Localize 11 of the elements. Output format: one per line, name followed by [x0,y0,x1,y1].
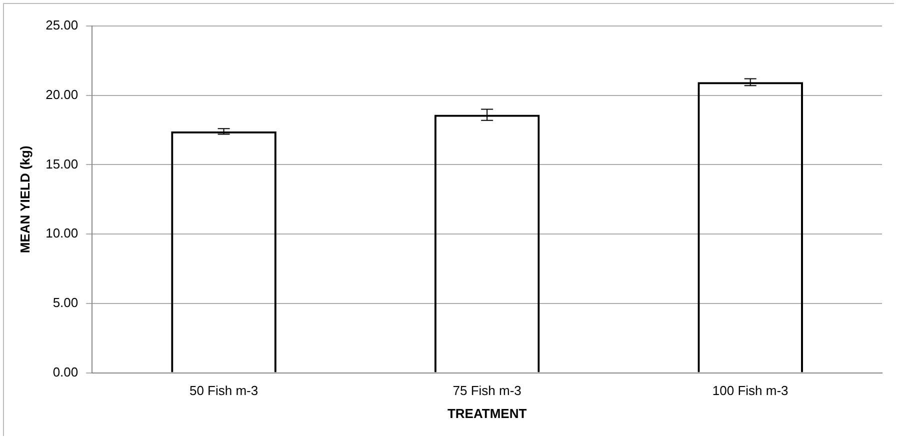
y-tick-label: 5.00 [52,295,78,310]
y-tick-label: 25.00 [46,18,78,33]
x-axis-title: TREATMENT [447,406,527,421]
y-tick-label: 10.00 [46,226,78,241]
x-tick-label: 100 Fish m-3 [712,383,788,398]
x-tick-label: 75 Fish m-3 [452,383,522,398]
y-tick-label: 20.00 [46,86,78,102]
y-tick-label: 15.00 [46,156,78,172]
y-axis-title: MEAN YIELD (kg) [17,146,32,254]
y-tick-label: 0.00 [52,364,78,380]
x-tick-label: 50 Fish m-3 [189,383,258,398]
